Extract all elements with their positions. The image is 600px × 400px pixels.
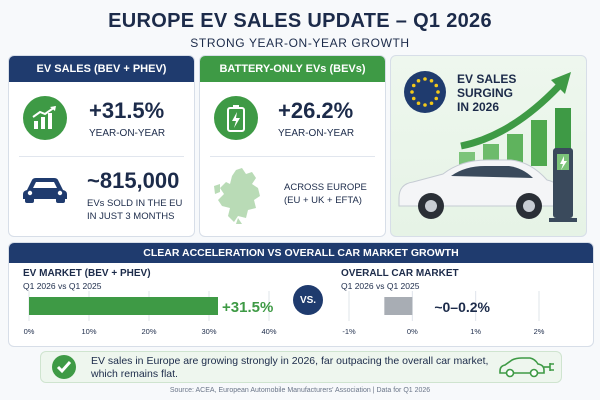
ev-axis-tick-label: 0%: [23, 327, 35, 336]
ev-market-bar-chart: +31.5%: [28, 291, 273, 321]
ev-axis-tick-label: 40%: [261, 327, 277, 336]
ev-market-title: EV MARKET (BEV + PHEV): [23, 268, 151, 279]
overall-market-bar: [384, 297, 413, 315]
ev-charging-car-icon: [496, 355, 556, 384]
ev-units-value: ~815,000: [87, 168, 180, 193]
ev-market-bar: [29, 297, 218, 315]
source-note: Source: ACEA, European Automobile Manufa…: [169, 387, 431, 394]
growth-chart-icon: [23, 96, 67, 140]
hero-line-3: IN 2026: [457, 100, 500, 114]
battery-icon: [214, 96, 258, 140]
summary-callout: EV sales in Europe are growing strongly …: [40, 351, 562, 383]
bev-panel: BATTERY-ONLY EVs (BEVs) +26.2% YEAR-ON-Y…: [199, 55, 386, 237]
bev-growth-label: YEAR-ON-YEAR: [278, 128, 355, 139]
ev-axis-tick-label: 10%: [81, 327, 97, 336]
summary-text: EV sales in Europe are growing strongly …: [91, 355, 489, 380]
ev-market-period: Q1 2026 vs Q1 2025: [23, 281, 102, 291]
page-subtitle: STRONG YEAR-ON-YEAR GROWTH: [190, 36, 410, 50]
ev-growth-value: +31.5%: [89, 98, 165, 123]
vs-badge: VS.: [293, 285, 323, 315]
ev-sales-panel: EV SALES (BEV + PHEV) +31.5% YEAR-ON-YEA…: [8, 55, 195, 237]
ev-market-value-label: +31.5%: [222, 299, 273, 316]
page-title: EUROPE EV SALES UPDATE – Q1 2026: [108, 10, 492, 32]
ev-axis-tick-label: 20%: [141, 327, 157, 336]
europe-map-icon: [208, 166, 270, 231]
overall-market-bar-chart: ~0–0.2%: [348, 291, 540, 321]
overall-market-title: OVERALL CAR MARKET: [341, 268, 459, 279]
ev-growth-label: YEAR-ON-YEAR: [89, 128, 166, 139]
overall-market-value-label: ~0–0.2%: [434, 299, 490, 315]
bev-region-label-1: ACROSS EUROPE: [284, 182, 367, 193]
ev-axis-tick-label: 30%: [201, 327, 217, 336]
ev-units-label-2: IN JUST 3 MONTHS: [87, 211, 175, 222]
hero-line-2: SURGING: [457, 86, 514, 100]
comparison-heading: CLEAR ACCELERATION VS OVERALL CAR MARKET…: [9, 243, 593, 263]
overall-axis-tick-label: -1%: [342, 327, 356, 336]
electric-car-icon: [398, 148, 577, 222]
comparison-section: CLEAR ACCELERATION VS OVERALL CAR MARKET…: [8, 242, 594, 347]
ev-units-label-1: EVs SOLD IN THE EU: [87, 198, 183, 209]
overall-axis-tick-label: 1%: [470, 327, 482, 336]
bev-growth-value: +26.2%: [278, 98, 354, 123]
eu-flag-icon: [403, 70, 447, 119]
bev-region-label-2: (EU + UK + EFTA): [284, 195, 362, 206]
ev-sales-heading: EV SALES (BEV + PHEV): [9, 56, 194, 82]
overall-axis-tick-label: 2%: [533, 327, 545, 336]
overall-axis-tick-label: 0%: [406, 327, 418, 336]
hero-line-1: EV SALES: [457, 72, 517, 86]
car-icon: [21, 174, 69, 209]
hero-illustration: EV SALES SURGING IN 2026: [390, 55, 587, 237]
bev-heading: BATTERY-ONLY EVs (BEVs): [200, 56, 385, 82]
check-circle-icon: [51, 354, 77, 385]
overall-market-period: Q1 2026 vs Q1 2025: [341, 281, 420, 291]
